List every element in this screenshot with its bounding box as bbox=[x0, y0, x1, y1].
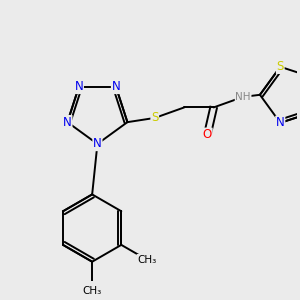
Text: N: N bbox=[74, 80, 83, 93]
Text: N: N bbox=[63, 116, 72, 129]
Text: CH₃: CH₃ bbox=[137, 255, 156, 265]
Text: CH₃: CH₃ bbox=[82, 286, 102, 296]
Text: N: N bbox=[276, 116, 285, 129]
Text: NH: NH bbox=[235, 92, 251, 102]
Text: S: S bbox=[151, 111, 158, 124]
Text: S: S bbox=[277, 60, 284, 73]
Text: N: N bbox=[112, 80, 120, 93]
Text: N: N bbox=[93, 137, 102, 150]
Text: O: O bbox=[203, 128, 212, 141]
